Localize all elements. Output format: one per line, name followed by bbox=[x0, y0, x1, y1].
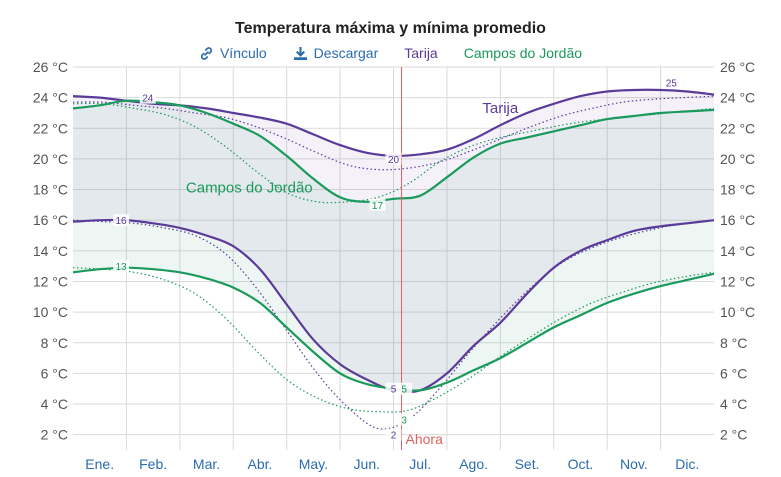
y-tick-label-right: 6 °C bbox=[720, 365, 747, 381]
point-label-bg bbox=[396, 413, 413, 426]
y-tick-label-right: 24 °C bbox=[720, 90, 755, 106]
line-campos-max bbox=[72, 99, 715, 203]
y-tick-label-right: 12 °C bbox=[720, 273, 755, 289]
x-tick-label-1: Ene. bbox=[85, 456, 114, 472]
y-tick-label-right: 16 °C bbox=[720, 212, 755, 228]
x-tick-label-4: Abr. bbox=[248, 456, 273, 472]
point-label-13: 13 bbox=[116, 262, 128, 273]
y-tick-label-right: 2 °C bbox=[720, 427, 747, 443]
point-label-bg bbox=[385, 428, 402, 441]
y-tick-label-right: 26 °C bbox=[720, 59, 755, 75]
x-tick-label-12: Dic. bbox=[675, 456, 699, 472]
y-tick-label-left: 24 °C bbox=[33, 90, 68, 106]
x-tick-label-8: Ago. bbox=[459, 456, 488, 472]
y-tick-label-left: 20 °C bbox=[33, 151, 68, 167]
series-label-tarija: Tarija bbox=[482, 100, 519, 117]
now-label: Ahora bbox=[406, 431, 444, 447]
point-label-bg bbox=[113, 260, 130, 273]
legend-campos-label: Campos do Jordão bbox=[463, 45, 583, 61]
link-label: Vínculo bbox=[219, 45, 267, 61]
x-tick-label-5: May. bbox=[299, 456, 328, 472]
point-label-bg bbox=[113, 214, 130, 227]
tarija-range-band bbox=[73, 89, 714, 393]
point-label-5: 5 bbox=[401, 385, 407, 396]
point-label-2: 2 bbox=[391, 431, 397, 442]
x-tick-label-11: Nov. bbox=[620, 456, 648, 472]
download-label: Descargar bbox=[313, 45, 379, 61]
legend-campos[interactable]: Campos do Jordão bbox=[464, 45, 582, 61]
y-tick-label-left: 8 °C bbox=[41, 335, 68, 351]
point-label-bg bbox=[663, 76, 680, 89]
y-tick-label-left: 26 °C bbox=[33, 59, 68, 75]
y-tick-label-right: 14 °C bbox=[720, 243, 755, 259]
y-tick-label-right: 4 °C bbox=[720, 396, 747, 412]
y-tick-label-right: 18 °C bbox=[720, 182, 755, 198]
legend-tarija-label: Tarija bbox=[404, 45, 438, 61]
y-tick-label-left: 18 °C bbox=[33, 182, 68, 198]
point-label-24: 24 bbox=[142, 94, 154, 105]
link-button[interactable]: Vínculo bbox=[199, 45, 267, 61]
y-tick-label-left: 6 °C bbox=[41, 365, 68, 381]
legend-tarija[interactable]: Tarija bbox=[404, 45, 437, 61]
y-tick-label-right: 10 °C bbox=[720, 304, 755, 320]
point-label-20: 20 bbox=[388, 155, 400, 166]
point-label-16: 16 bbox=[116, 216, 128, 227]
y-tick-label-right: 8 °C bbox=[720, 335, 747, 351]
chart-toolbar: Vínculo Descargar Tarija Campos do Jordã… bbox=[0, 45, 781, 61]
point-label-bg bbox=[139, 91, 156, 104]
dotted-line-campos-min bbox=[72, 267, 715, 413]
y-tick-label-left: 22 °C bbox=[33, 120, 68, 136]
point-label-3: 3 bbox=[401, 415, 407, 426]
y-tick-label-left: 10 °C bbox=[33, 304, 68, 320]
series-label-campos: Campos do Jordão bbox=[186, 180, 313, 197]
x-tick-label-3: Mar. bbox=[193, 456, 220, 472]
y-tick-label-left: 16 °C bbox=[33, 212, 68, 228]
point-label-bg bbox=[369, 198, 386, 211]
x-tick-label-9: Set. bbox=[515, 456, 540, 472]
x-tick-label-10: Oct. bbox=[568, 456, 594, 472]
point-label-bg bbox=[385, 152, 402, 165]
point-label-17: 17 bbox=[372, 201, 384, 212]
point-label-25: 25 bbox=[666, 78, 678, 89]
dotted-line-tarija-min bbox=[72, 219, 715, 430]
y-tick-label-left: 14 °C bbox=[33, 243, 68, 259]
point-label-bg bbox=[396, 382, 413, 395]
campos-range-band bbox=[73, 100, 714, 391]
x-tick-label-7: Jul. bbox=[409, 456, 431, 472]
y-tick-label-right: 20 °C bbox=[720, 151, 755, 167]
download-button[interactable]: Descargar bbox=[293, 45, 379, 61]
y-tick-label-left: 2 °C bbox=[41, 427, 68, 443]
x-tick-label-2: Feb. bbox=[139, 456, 167, 472]
point-label-5: 5 bbox=[391, 385, 397, 396]
download-icon bbox=[293, 46, 307, 60]
chart-title: Temperatura máxima y mínima promedio bbox=[235, 20, 546, 37]
link-icon bbox=[200, 46, 212, 60]
y-tick-label-left: 12 °C bbox=[33, 273, 68, 289]
y-tick-label-right: 22 °C bbox=[720, 120, 755, 136]
x-tick-label-6: Jun. bbox=[354, 456, 380, 472]
y-tick-label-left: 4 °C bbox=[41, 396, 68, 412]
